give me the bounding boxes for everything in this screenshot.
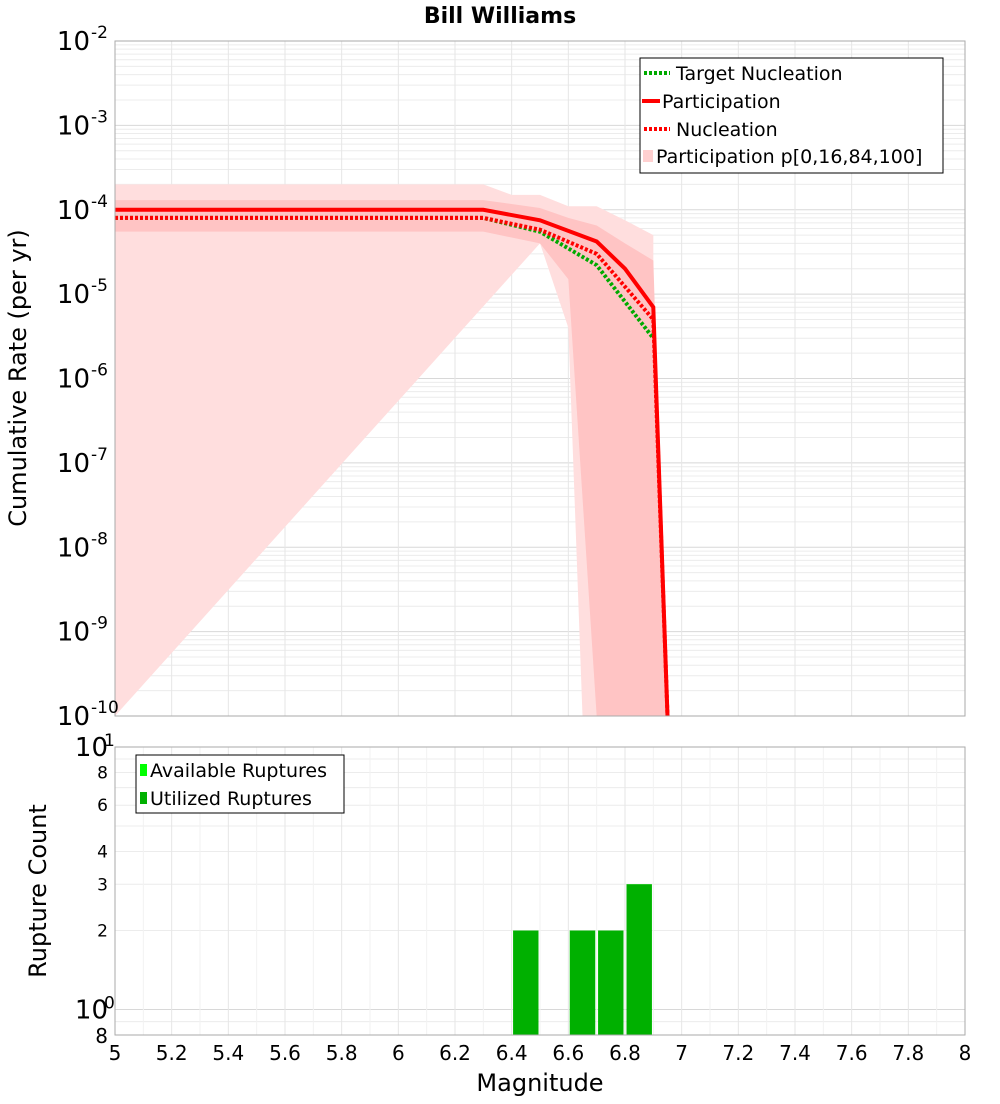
bottom-x-ticks: 5 5.2 5.4 5.6 5.8 6 6.2 6.4 6.6 6.8 7 7.2 7.4 7.6 7.8 8 — [109, 1041, 972, 1065]
top-y-axis-label: Cumulative Rate (per yr) — [4, 229, 32, 527]
top-legend-box — [639, 57, 944, 174]
bar-utilized-ruptures — [626, 884, 652, 1035]
top-y-tick-exponent: -2 — [91, 23, 108, 43]
x-tick-label: 6.6 — [552, 1041, 584, 1065]
x-tick-label: 7.4 — [779, 1041, 811, 1065]
top-y-tick-exponent: -6 — [91, 361, 108, 381]
x-tick-label: 7 — [675, 1041, 688, 1065]
participation-band-outer — [115, 184, 654, 717]
bottom-bars — [513, 884, 652, 1035]
participation-band — [115, 184, 668, 717]
x-tick-label: 5.2 — [156, 1041, 188, 1065]
legend-label-nucleation: Nucleation — [676, 119, 778, 141]
x-tick-label: 7.8 — [892, 1041, 924, 1065]
participation-band-inner — [115, 200, 668, 716]
x-tick-label: 8 — [959, 1041, 972, 1065]
chart-title: Bill Williams — [424, 4, 576, 29]
top-panel: Bill Williams 10-210-310-410-510-610-710… — [4, 4, 966, 732]
bar-utilized-ruptures — [569, 930, 596, 1035]
bottom-legend: Available Ruptures Utilized Ruptures — [135, 754, 345, 814]
bottom-y-minor-tick-label: 8 — [95, 1024, 108, 1048]
bar-utilized-ruptures — [598, 930, 624, 1035]
top-y-tick-label: 10 — [57, 533, 90, 563]
top-y-tick-label: 10 — [57, 196, 90, 226]
top-y-tick-exponent: -7 — [91, 445, 108, 465]
x-tick-label: 6 — [392, 1041, 405, 1065]
top-legend: Target Nucleation Participation Nucleati… — [639, 57, 944, 174]
top-y-ticks: 10-210-310-410-510-610-710-810-910-10 — [57, 23, 119, 732]
bottom-y-tick-label: 10 — [75, 996, 108, 1026]
top-grid — [114, 40, 966, 717]
bottom-y-tick-label: 10 — [75, 733, 108, 763]
bottom-y-minor-tick-label: 4 — [97, 842, 108, 862]
bottom-y-tick-exponent: 1 — [104, 731, 115, 751]
legend-swatch-participation-band — [643, 150, 653, 162]
x-axis-label: Magnitude — [476, 1069, 603, 1097]
top-y-tick-exponent: -4 — [91, 192, 108, 212]
top-y-tick-label: 10 — [57, 111, 90, 141]
top-y-tick-exponent: -8 — [91, 529, 108, 549]
legend-label-utilized-ruptures: Utilized Ruptures — [150, 788, 312, 810]
top-y-tick-exponent: -3 — [91, 107, 108, 127]
bar-utilized-ruptures — [513, 930, 539, 1035]
legend-label-available-ruptures: Available Ruptures — [150, 760, 327, 782]
x-tick-label: 6.2 — [439, 1041, 471, 1065]
legend-swatch-utilized-ruptures — [140, 792, 147, 804]
top-y-tick-label: 10 — [57, 365, 90, 395]
legend-label-target-nucleation: Target Nucleation — [675, 63, 843, 85]
x-tick-label: 5.6 — [269, 1041, 301, 1065]
x-tick-label: 5.4 — [212, 1041, 244, 1065]
top-y-tick-label: 10 — [57, 702, 90, 732]
top-y-tick-exponent: -9 — [91, 614, 108, 634]
bottom-plot-frame — [114, 746, 966, 1036]
top-y-tick-exponent: -10 — [91, 698, 119, 718]
bottom-y-minor-tick-label: 2 — [97, 922, 108, 942]
x-tick-label: 5 — [109, 1041, 122, 1065]
top-series-lines — [115, 207, 670, 717]
bottom-y-axis-label: Rupture Count — [24, 804, 52, 978]
x-tick-label: 7.6 — [836, 1041, 868, 1065]
bottom-y-minor-tick-label: 3 — [97, 875, 108, 895]
top-y-tick-label: 10 — [57, 27, 90, 57]
x-tick-label: 6.4 — [496, 1041, 528, 1065]
series-line-participation — [115, 207, 670, 717]
top-y-tick-exponent: -5 — [91, 276, 108, 296]
x-tick-label: 6.8 — [609, 1041, 641, 1065]
bottom-y-minor-tick-label: 6 — [97, 796, 108, 816]
top-y-tick-label: 10 — [57, 618, 90, 648]
top-y-tick-label: 10 — [57, 280, 90, 310]
top-plot-frame — [114, 40, 966, 717]
bottom-y-minor-tick-label: 8 — [97, 763, 108, 783]
legend-swatch-available-ruptures — [140, 764, 147, 776]
bottom-legend-box — [135, 754, 345, 814]
x-tick-label: 5.8 — [326, 1041, 358, 1065]
bottom-y-tick-exponent: 0 — [104, 994, 115, 1014]
legend-label-participation-band: Participation p[0,16,84,100] — [656, 146, 922, 168]
top-y-tick-label: 10 — [57, 449, 90, 479]
x-tick-label: 7.2 — [722, 1041, 754, 1065]
legend-label-participation: Participation — [662, 91, 781, 113]
